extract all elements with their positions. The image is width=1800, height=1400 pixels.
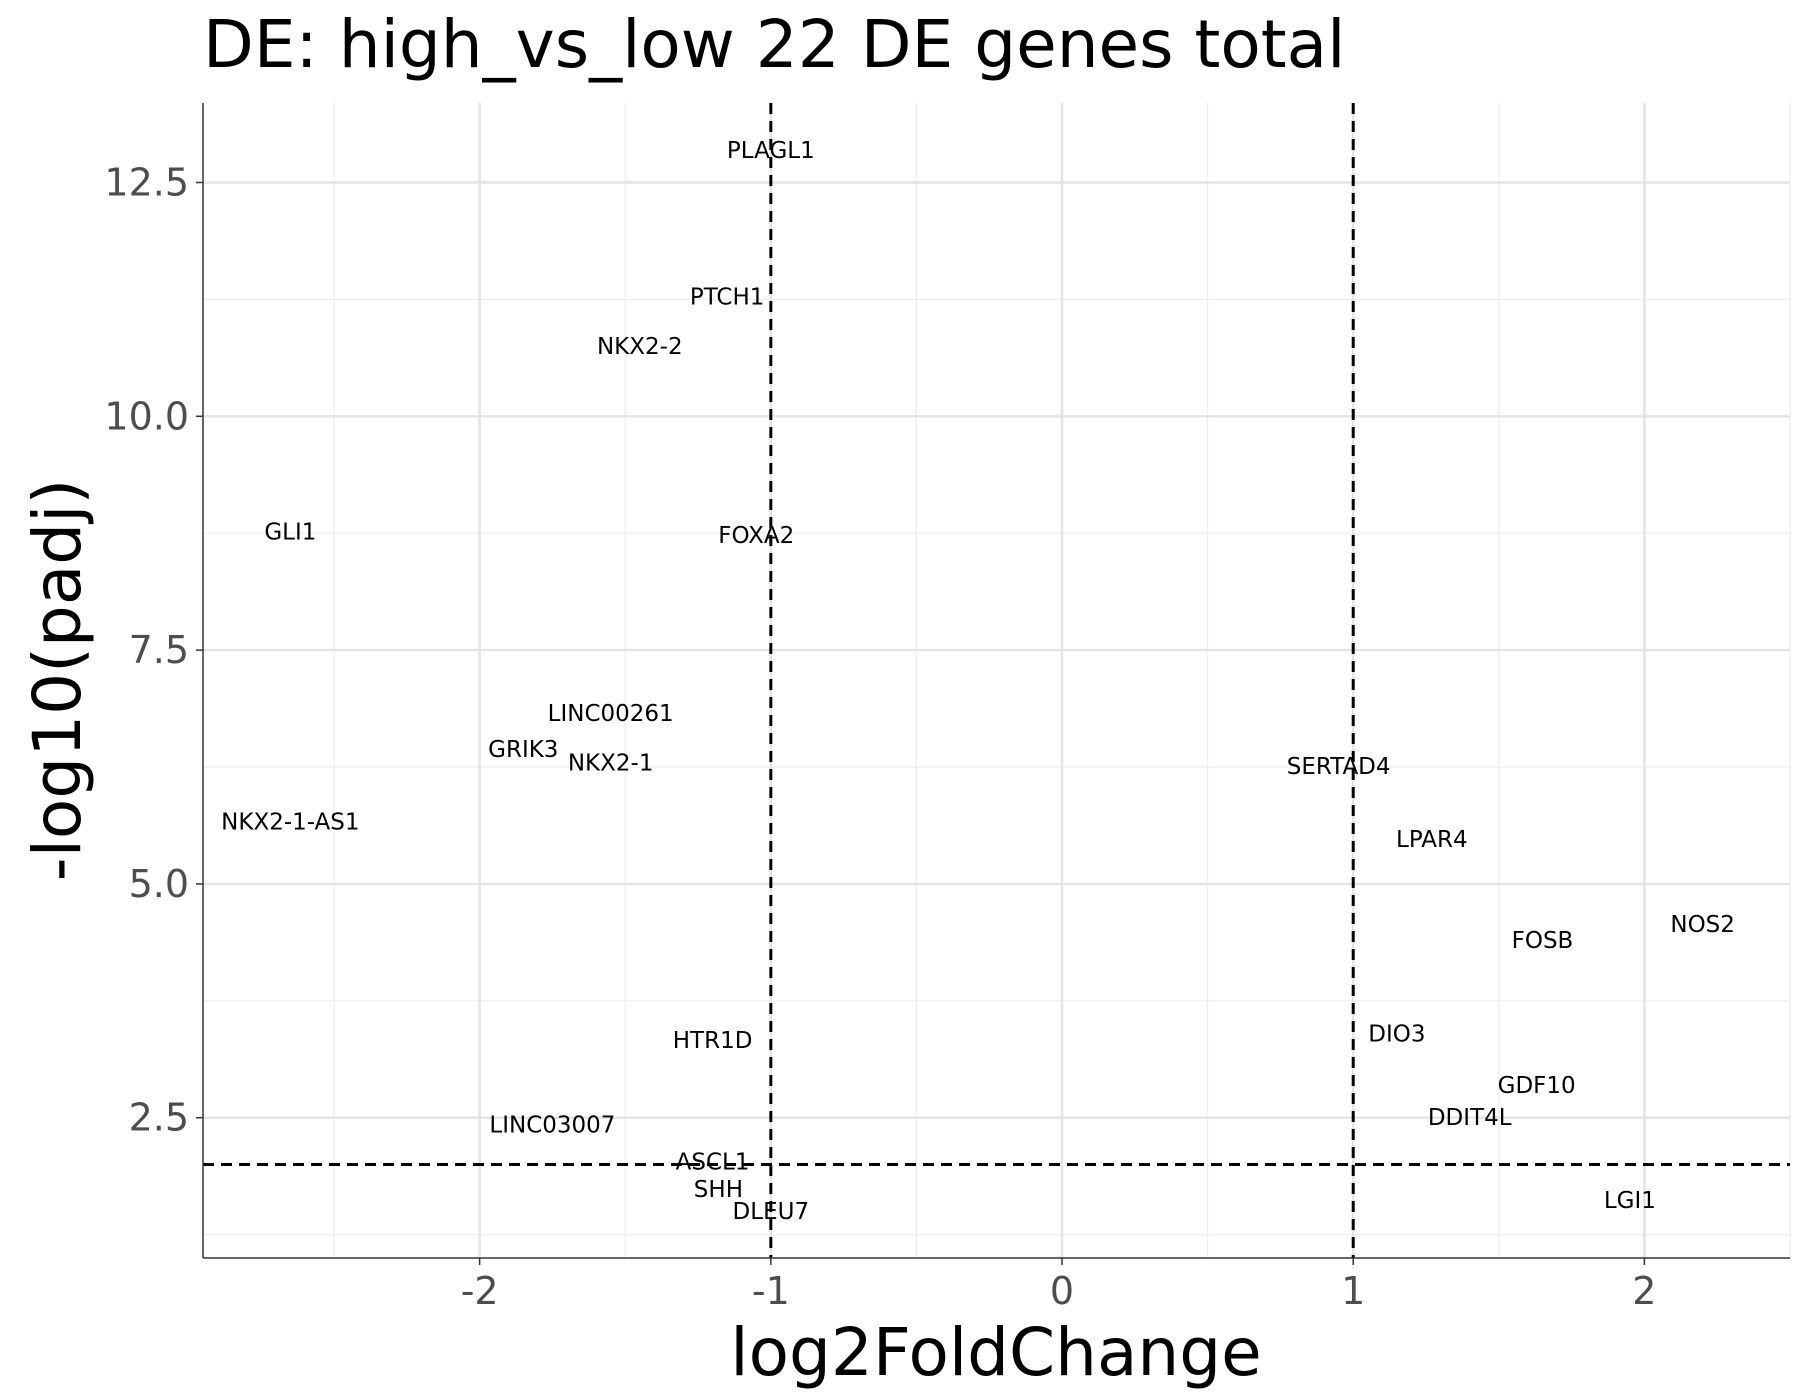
gene-label: LINC00261: [548, 701, 674, 727]
y-tick-label: 2.5: [129, 1096, 189, 1140]
x-tick-label: -1: [752, 1269, 790, 1313]
gene-label: LGI1: [1604, 1188, 1656, 1214]
x-tick-label: 2: [1632, 1269, 1656, 1313]
gene-label: NKX2-1: [568, 750, 654, 776]
gene-label: FOSB: [1512, 928, 1574, 954]
y-axis-label: -log10(padj): [19, 479, 96, 881]
gene-label: DLEU7: [733, 1199, 810, 1225]
y-ticks: 2.5 5.0 7.5 10.0 12.5: [104, 160, 203, 1140]
y-tick-label: 7.5: [129, 628, 189, 672]
axes: [202, 103, 1790, 1259]
gene-label: PLAGL1: [727, 138, 815, 164]
gene-label: DIO3: [1368, 1022, 1425, 1048]
grid-major: [203, 103, 1790, 1258]
plot-background: [203, 103, 1790, 1258]
y-tick-label: 5.0: [129, 862, 189, 906]
x-tick-label: -2: [461, 1269, 499, 1313]
gene-label: SERTAD4: [1287, 754, 1391, 780]
point-labels: PLAGL1 PTCH1 NKX2-2 GLI1 FOXA2 LINC00261 GRIK3…: [221, 138, 1735, 1225]
gene-label: NKX2-2: [597, 334, 683, 360]
y-tick-label: 10.0: [104, 394, 189, 438]
gene-label: NKX2-1-AS1: [221, 809, 359, 835]
chart-title: DE: high_vs_low 22 DE genes total: [203, 6, 1346, 83]
x-tick-label: 1: [1341, 1269, 1365, 1313]
gene-label: ASCL1: [676, 1150, 750, 1176]
x-ticks: -2 -1 0 1 2: [461, 1258, 1656, 1313]
gene-label: GRIK3: [488, 737, 558, 763]
gene-label: FOXA2: [718, 523, 794, 549]
gene-label: HTR1D: [673, 1028, 753, 1054]
y-tick-label: 12.5: [104, 160, 189, 204]
x-tick-label: 0: [1050, 1269, 1074, 1313]
grid-minor: [203, 103, 1791, 1258]
x-axis-label: log2FoldChange: [730, 1314, 1262, 1391]
gene-label: PTCH1: [690, 285, 765, 311]
gene-label: LINC03007: [489, 1112, 615, 1138]
gene-label: SHH: [694, 1177, 743, 1203]
gene-label: GLI1: [264, 519, 316, 545]
gene-label: GDF10: [1498, 1073, 1576, 1099]
gene-label: LPAR4: [1396, 827, 1468, 853]
gene-label: DDIT4L: [1428, 1105, 1512, 1131]
gene-label: NOS2: [1670, 912, 1735, 938]
threshold-lines: [203, 103, 1790, 1258]
